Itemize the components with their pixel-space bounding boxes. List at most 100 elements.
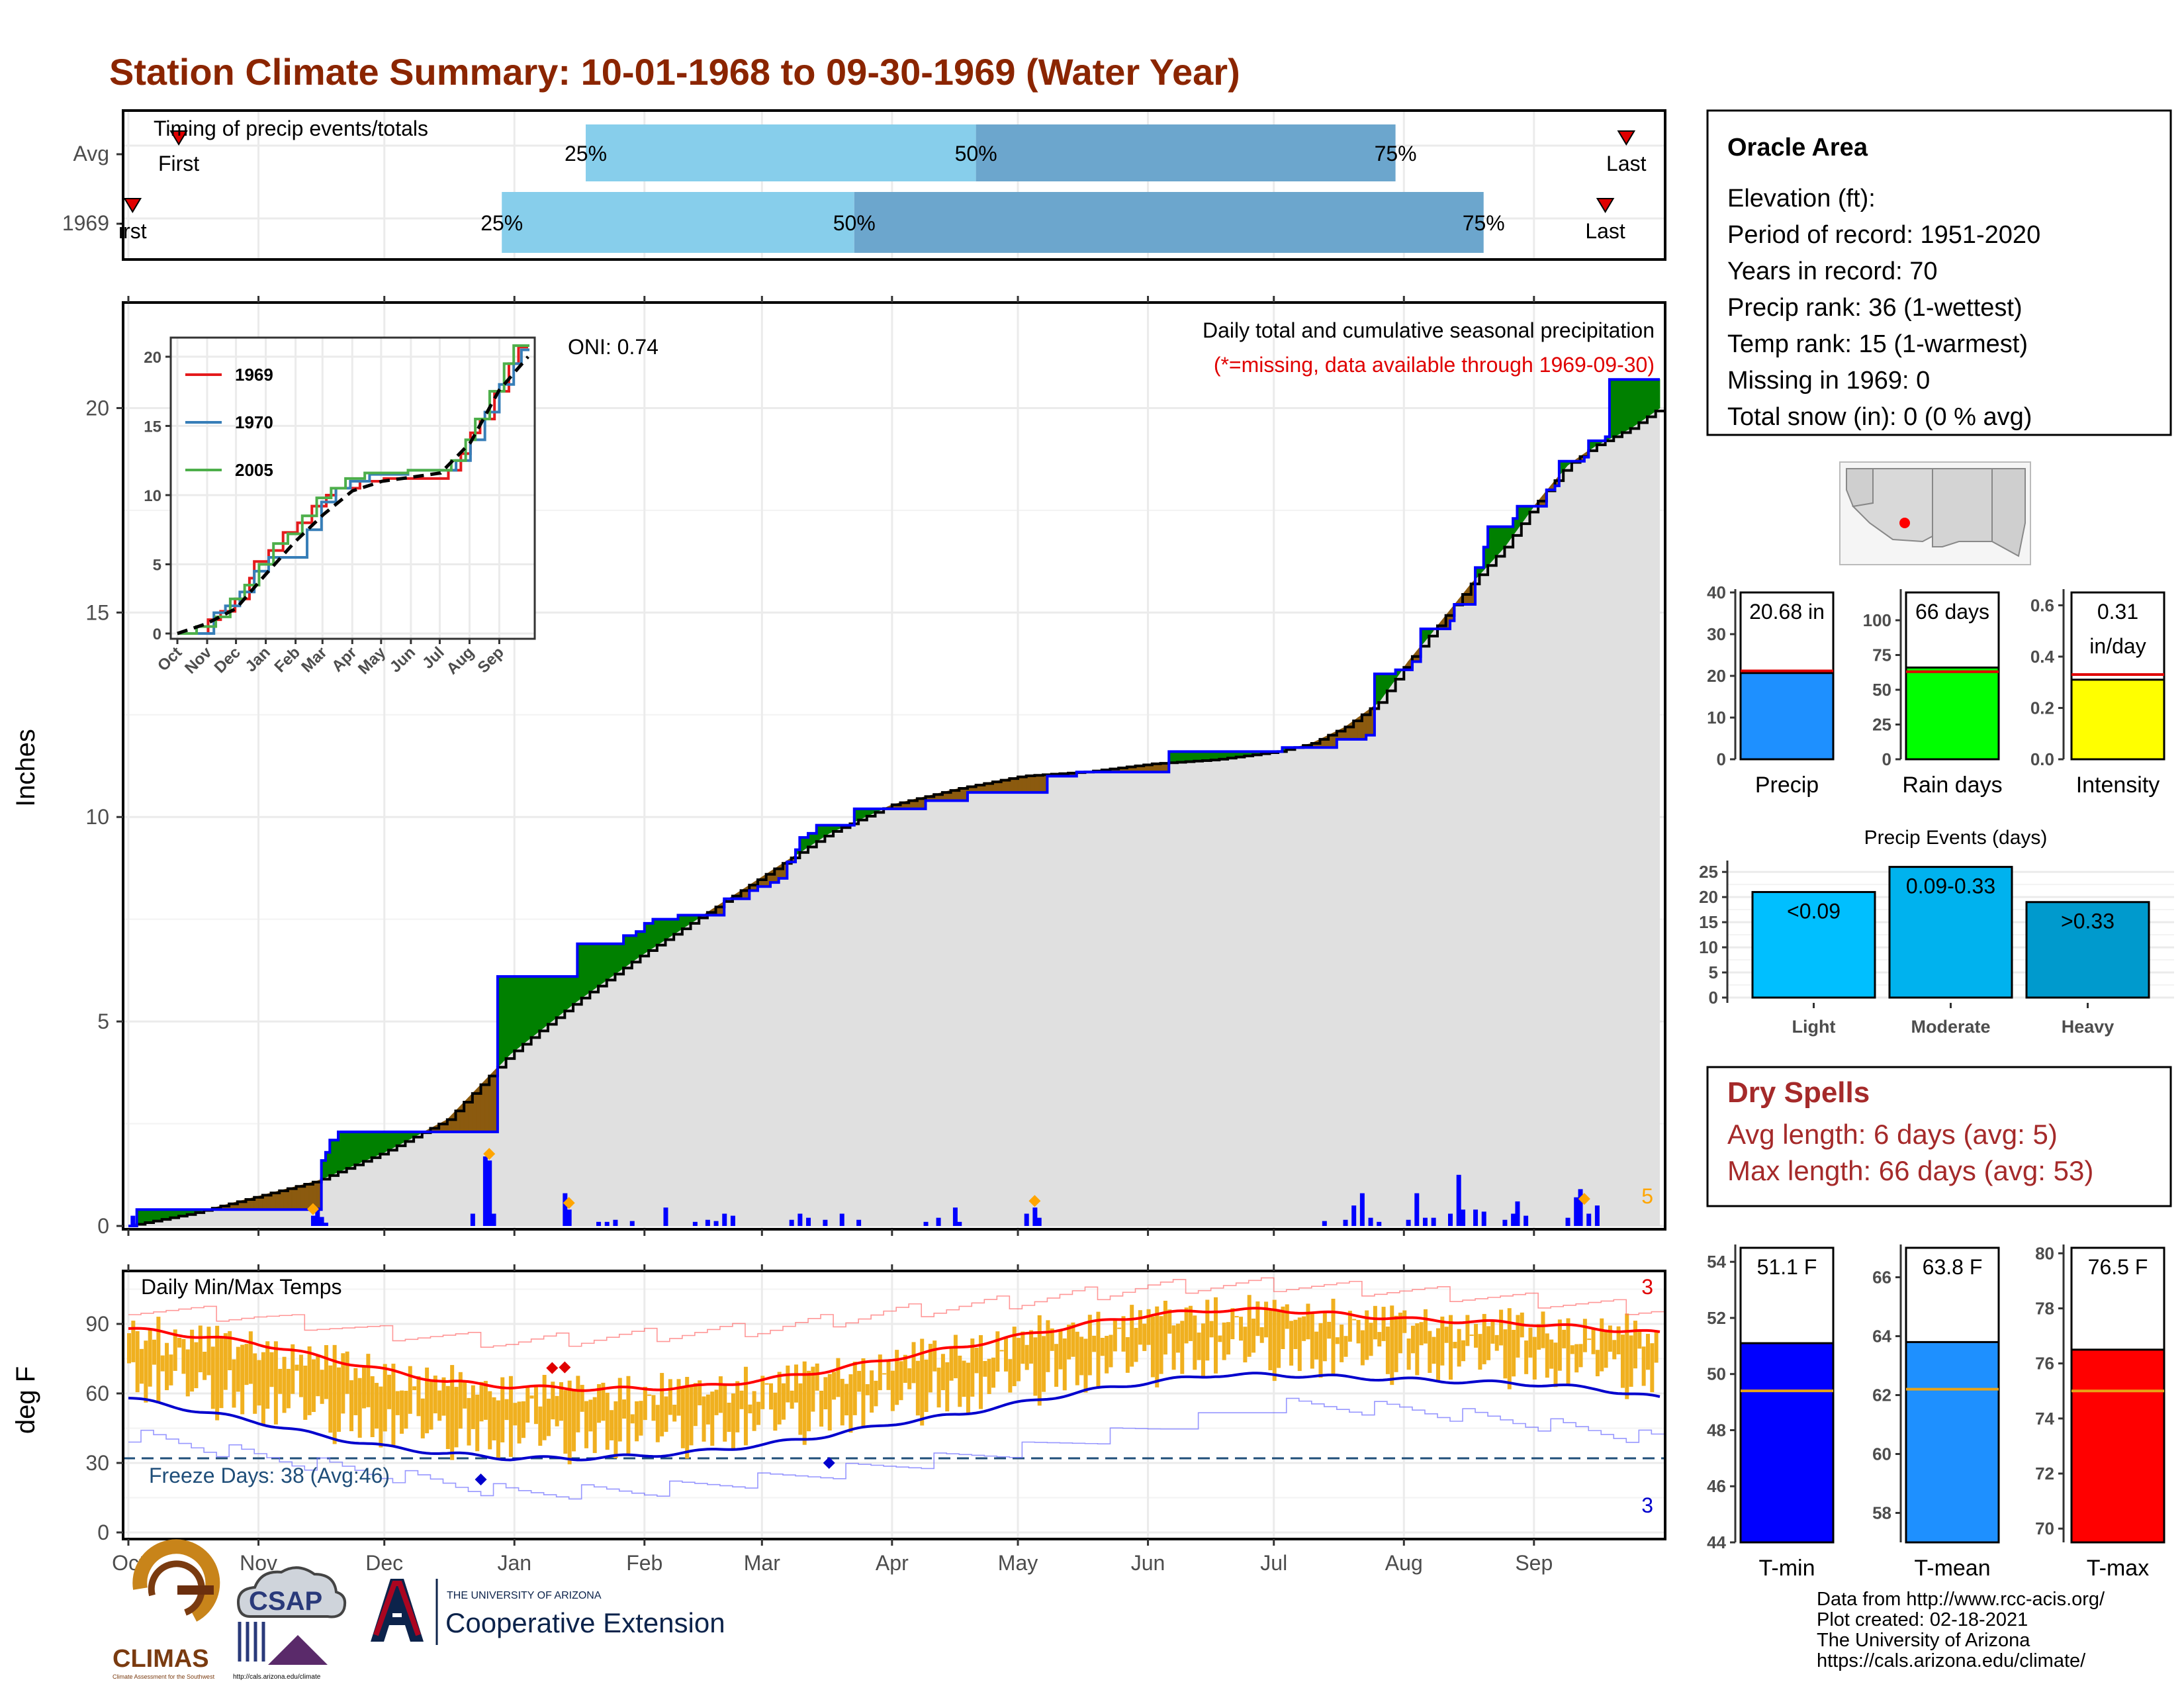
cumulative-difference-segment (396, 1131, 402, 1147)
cumulative-difference-segment (627, 935, 633, 966)
summary-bar (2070, 1348, 2165, 1544)
summary-ytick-label: 50 (1707, 1364, 1726, 1384)
inset-ytick-label-4: 20 (144, 349, 161, 367)
daily-precip-bar (1343, 1219, 1348, 1226)
daily-temp-bar (441, 1377, 446, 1416)
daily-precip-bar (923, 1221, 929, 1226)
daily-temp-bar (1067, 1325, 1071, 1360)
cumulative-difference-segment (341, 1131, 347, 1171)
temp-ytick-label-0: 0 (97, 1521, 109, 1544)
daily-temp-bar (391, 1364, 396, 1446)
daily-temp-bar (1239, 1317, 1244, 1341)
daily-temp-bar (1297, 1317, 1302, 1372)
daily-temp-bar (1037, 1315, 1042, 1406)
daily-temp-bar (1641, 1346, 1646, 1386)
daily-temp-bar (1302, 1316, 1306, 1341)
daily-temp-bar (210, 1346, 215, 1409)
daily-temp-bar (1062, 1338, 1067, 1391)
dry-spells-title: Dry Spells (1727, 1076, 1870, 1109)
temp-panel-title: Daily Min/Max Temps (141, 1275, 341, 1299)
daily-precip-bar (567, 1209, 572, 1226)
daily-precip-bar (1515, 1201, 1520, 1226)
timing-marker-last-Avg (1617, 130, 1636, 146)
csap-text: CSAP (249, 1587, 322, 1616)
daily-temp-bar (357, 1378, 362, 1438)
daily-temp-bar (1432, 1336, 1436, 1364)
climas-text: CLIMAS (113, 1645, 209, 1673)
daily-temp-bar (1390, 1305, 1394, 1385)
logos: CLIMAS Climate Assessment for the Southw… (113, 1539, 725, 1681)
daily-temp-bar (1512, 1329, 1516, 1377)
daily-precip-bar (482, 1156, 488, 1226)
daily-temp-bar (1537, 1324, 1541, 1350)
daily-temp-bar (1142, 1323, 1147, 1351)
daily-temp-bar (1234, 1316, 1239, 1318)
inset-ytick-label-3: 15 (144, 418, 161, 436)
daily-temp-bar (1343, 1336, 1348, 1357)
record-high-line (128, 1277, 1664, 1348)
daily-temp-bar (533, 1384, 538, 1425)
daily-temp-bar (156, 1317, 161, 1403)
daily-precip-bar (1422, 1217, 1428, 1226)
summary-ytick-label: 60 (1872, 1444, 1891, 1464)
precip-events-title: Precip Events (days) (1864, 827, 2048, 849)
daily-temp-bar (928, 1344, 933, 1393)
daily-temp-bar (1251, 1318, 1256, 1353)
daily-temp-bar (1008, 1359, 1013, 1393)
daily-temp-bar (940, 1354, 945, 1391)
daily-temp-bar (395, 1391, 400, 1415)
daily-precip-bar (1448, 1213, 1453, 1226)
daily-temp-bar (1096, 1311, 1101, 1388)
summary-chart-rain-days: 0 25 50 75 100 66 days Rain days (1863, 589, 2003, 798)
timing-row-avg-label: Avg (73, 142, 109, 165)
daily-temp-bar (1645, 1334, 1650, 1370)
daily-temp-bar (1582, 1319, 1587, 1352)
daily-temp-bar (731, 1393, 735, 1450)
cumulative-difference-segment (1638, 379, 1644, 424)
daily-temp-bar (1625, 1313, 1629, 1399)
daily-precip-bar (315, 1207, 320, 1226)
daily-temp-bar (1347, 1311, 1352, 1342)
daily-temp-bar (1461, 1340, 1466, 1362)
daily-temp-bar (483, 1381, 488, 1420)
daily-temp-bar (844, 1383, 849, 1416)
cumulative-difference-segment (673, 919, 678, 935)
temp-xtick-label-Apr: Apr (876, 1551, 909, 1575)
daily-temp-bar (1486, 1326, 1491, 1360)
daily-temp-bar (169, 1354, 173, 1385)
daily-temp-bar (1553, 1342, 1558, 1387)
daily-temp-bar (1444, 1327, 1449, 1343)
cumulative-difference-segment (522, 976, 527, 1045)
daily-temp-bar (823, 1377, 828, 1410)
daily-temp-bar (592, 1397, 597, 1454)
daily-temp-bar (1247, 1295, 1251, 1357)
daily-temp-bar (273, 1341, 278, 1425)
cumulative-difference-segment (1617, 379, 1623, 436)
avg-tmin-line (128, 1372, 1661, 1462)
daily-precip-bar (1036, 1217, 1042, 1226)
timing-pct-Avg-2: 75% (1375, 142, 1417, 165)
daily-temp-bar (131, 1321, 136, 1362)
cumulative-difference-segment (161, 1209, 167, 1220)
daily-temp-bar (135, 1331, 140, 1393)
cumulative-difference-segment (531, 976, 536, 1039)
summary-ytick-label: 80 (2035, 1243, 2054, 1263)
daily-temp-bar (1322, 1311, 1327, 1362)
daily-temp-bar (316, 1354, 320, 1397)
summary-ytick-label: 70 (2035, 1519, 2054, 1538)
daily-temp-bar (710, 1391, 715, 1446)
daily-temp-bar (177, 1338, 182, 1348)
summary-ytick-label: 0 (1882, 749, 1891, 769)
daily-temp-bar (660, 1373, 664, 1436)
daily-precip-bar (663, 1207, 668, 1226)
daily-temp-bar (1440, 1316, 1445, 1366)
daily-temp-bar (1134, 1327, 1138, 1362)
daily-temp-bar (1138, 1310, 1142, 1345)
daily-temp-bar (1289, 1321, 1294, 1366)
daily-precip-bar (722, 1213, 727, 1226)
heavy-event-marker (1578, 1193, 1590, 1205)
daily-precip-bar (957, 1221, 962, 1226)
timing-marker-first-1969 (123, 198, 142, 213)
